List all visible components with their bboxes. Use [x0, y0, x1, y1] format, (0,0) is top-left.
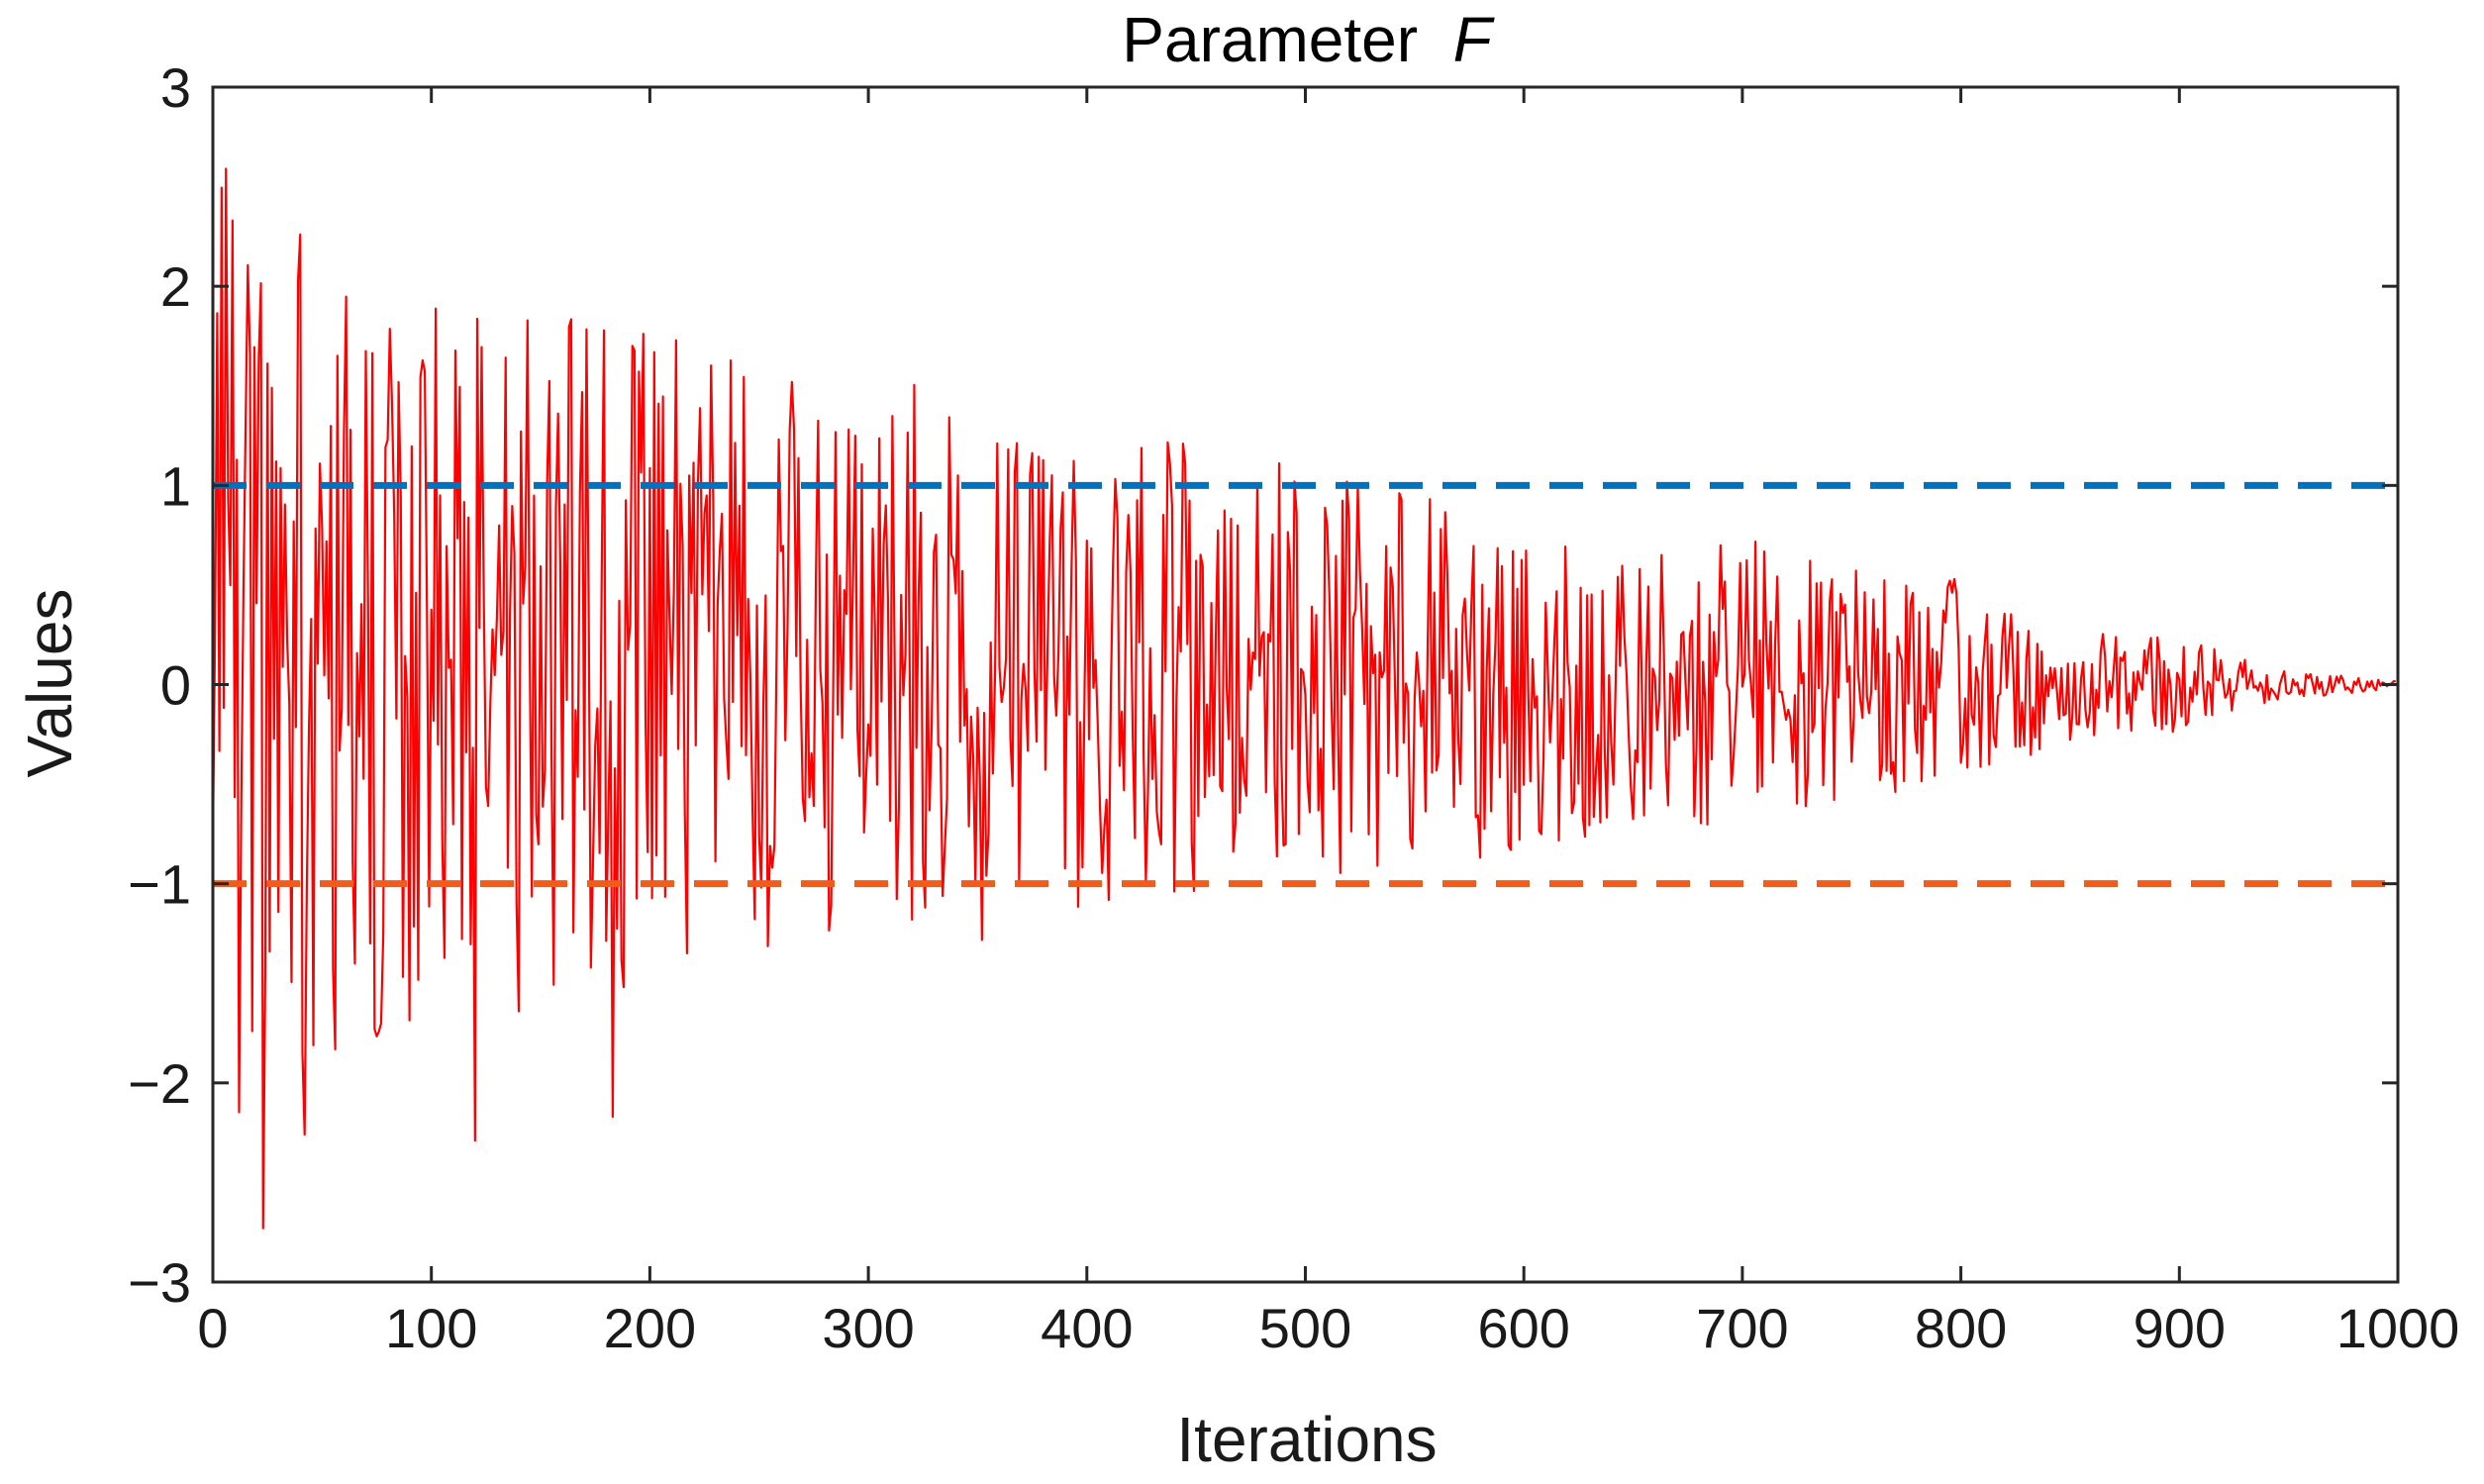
y-tick-label: 0: [160, 654, 191, 717]
y-tick-labels: −3 −2 −1 0 1 2 3: [128, 56, 191, 1314]
y-tick-label: −1: [128, 853, 191, 916]
y-tick-label: 3: [160, 56, 191, 119]
x-tick-label: 600: [1477, 1297, 1569, 1359]
series-line-f-value: [211, 167, 2396, 1230]
bound-lines: [213, 481, 2398, 888]
x-tick-label: 400: [1041, 1297, 1133, 1359]
y-tick-label: −2: [128, 1052, 191, 1115]
x-tick-label: 700: [1696, 1297, 1788, 1359]
x-tick-label: 200: [604, 1297, 696, 1359]
x-tick-label: 100: [385, 1297, 477, 1359]
x-axis-label: Iterations: [1176, 1404, 1437, 1475]
plot-area: [211, 167, 2396, 1230]
axis-ticks: [211, 85, 2400, 1284]
y-tick-label: 1: [160, 454, 191, 517]
chart-title: Parameter F: [1122, 4, 1495, 75]
y-tick-label: −3: [128, 1251, 191, 1314]
x-tick-label: 500: [1259, 1297, 1351, 1359]
axes-box: [211, 85, 2400, 1284]
y-tick-label: 2: [160, 255, 191, 318]
x-tick-label: 300: [822, 1297, 914, 1359]
x-tick-label: 800: [1915, 1297, 2007, 1359]
x-tick-label: 0: [197, 1297, 228, 1359]
x-tick-label: 900: [2134, 1297, 2226, 1359]
x-tick-labels: 0 100 200 300 400 500 600 700 800 900 1000: [197, 1297, 2459, 1359]
x-tick-label: 1000: [2336, 1297, 2460, 1359]
y-axis-label: Values: [14, 589, 85, 778]
title-symbol: F: [1453, 4, 1496, 75]
